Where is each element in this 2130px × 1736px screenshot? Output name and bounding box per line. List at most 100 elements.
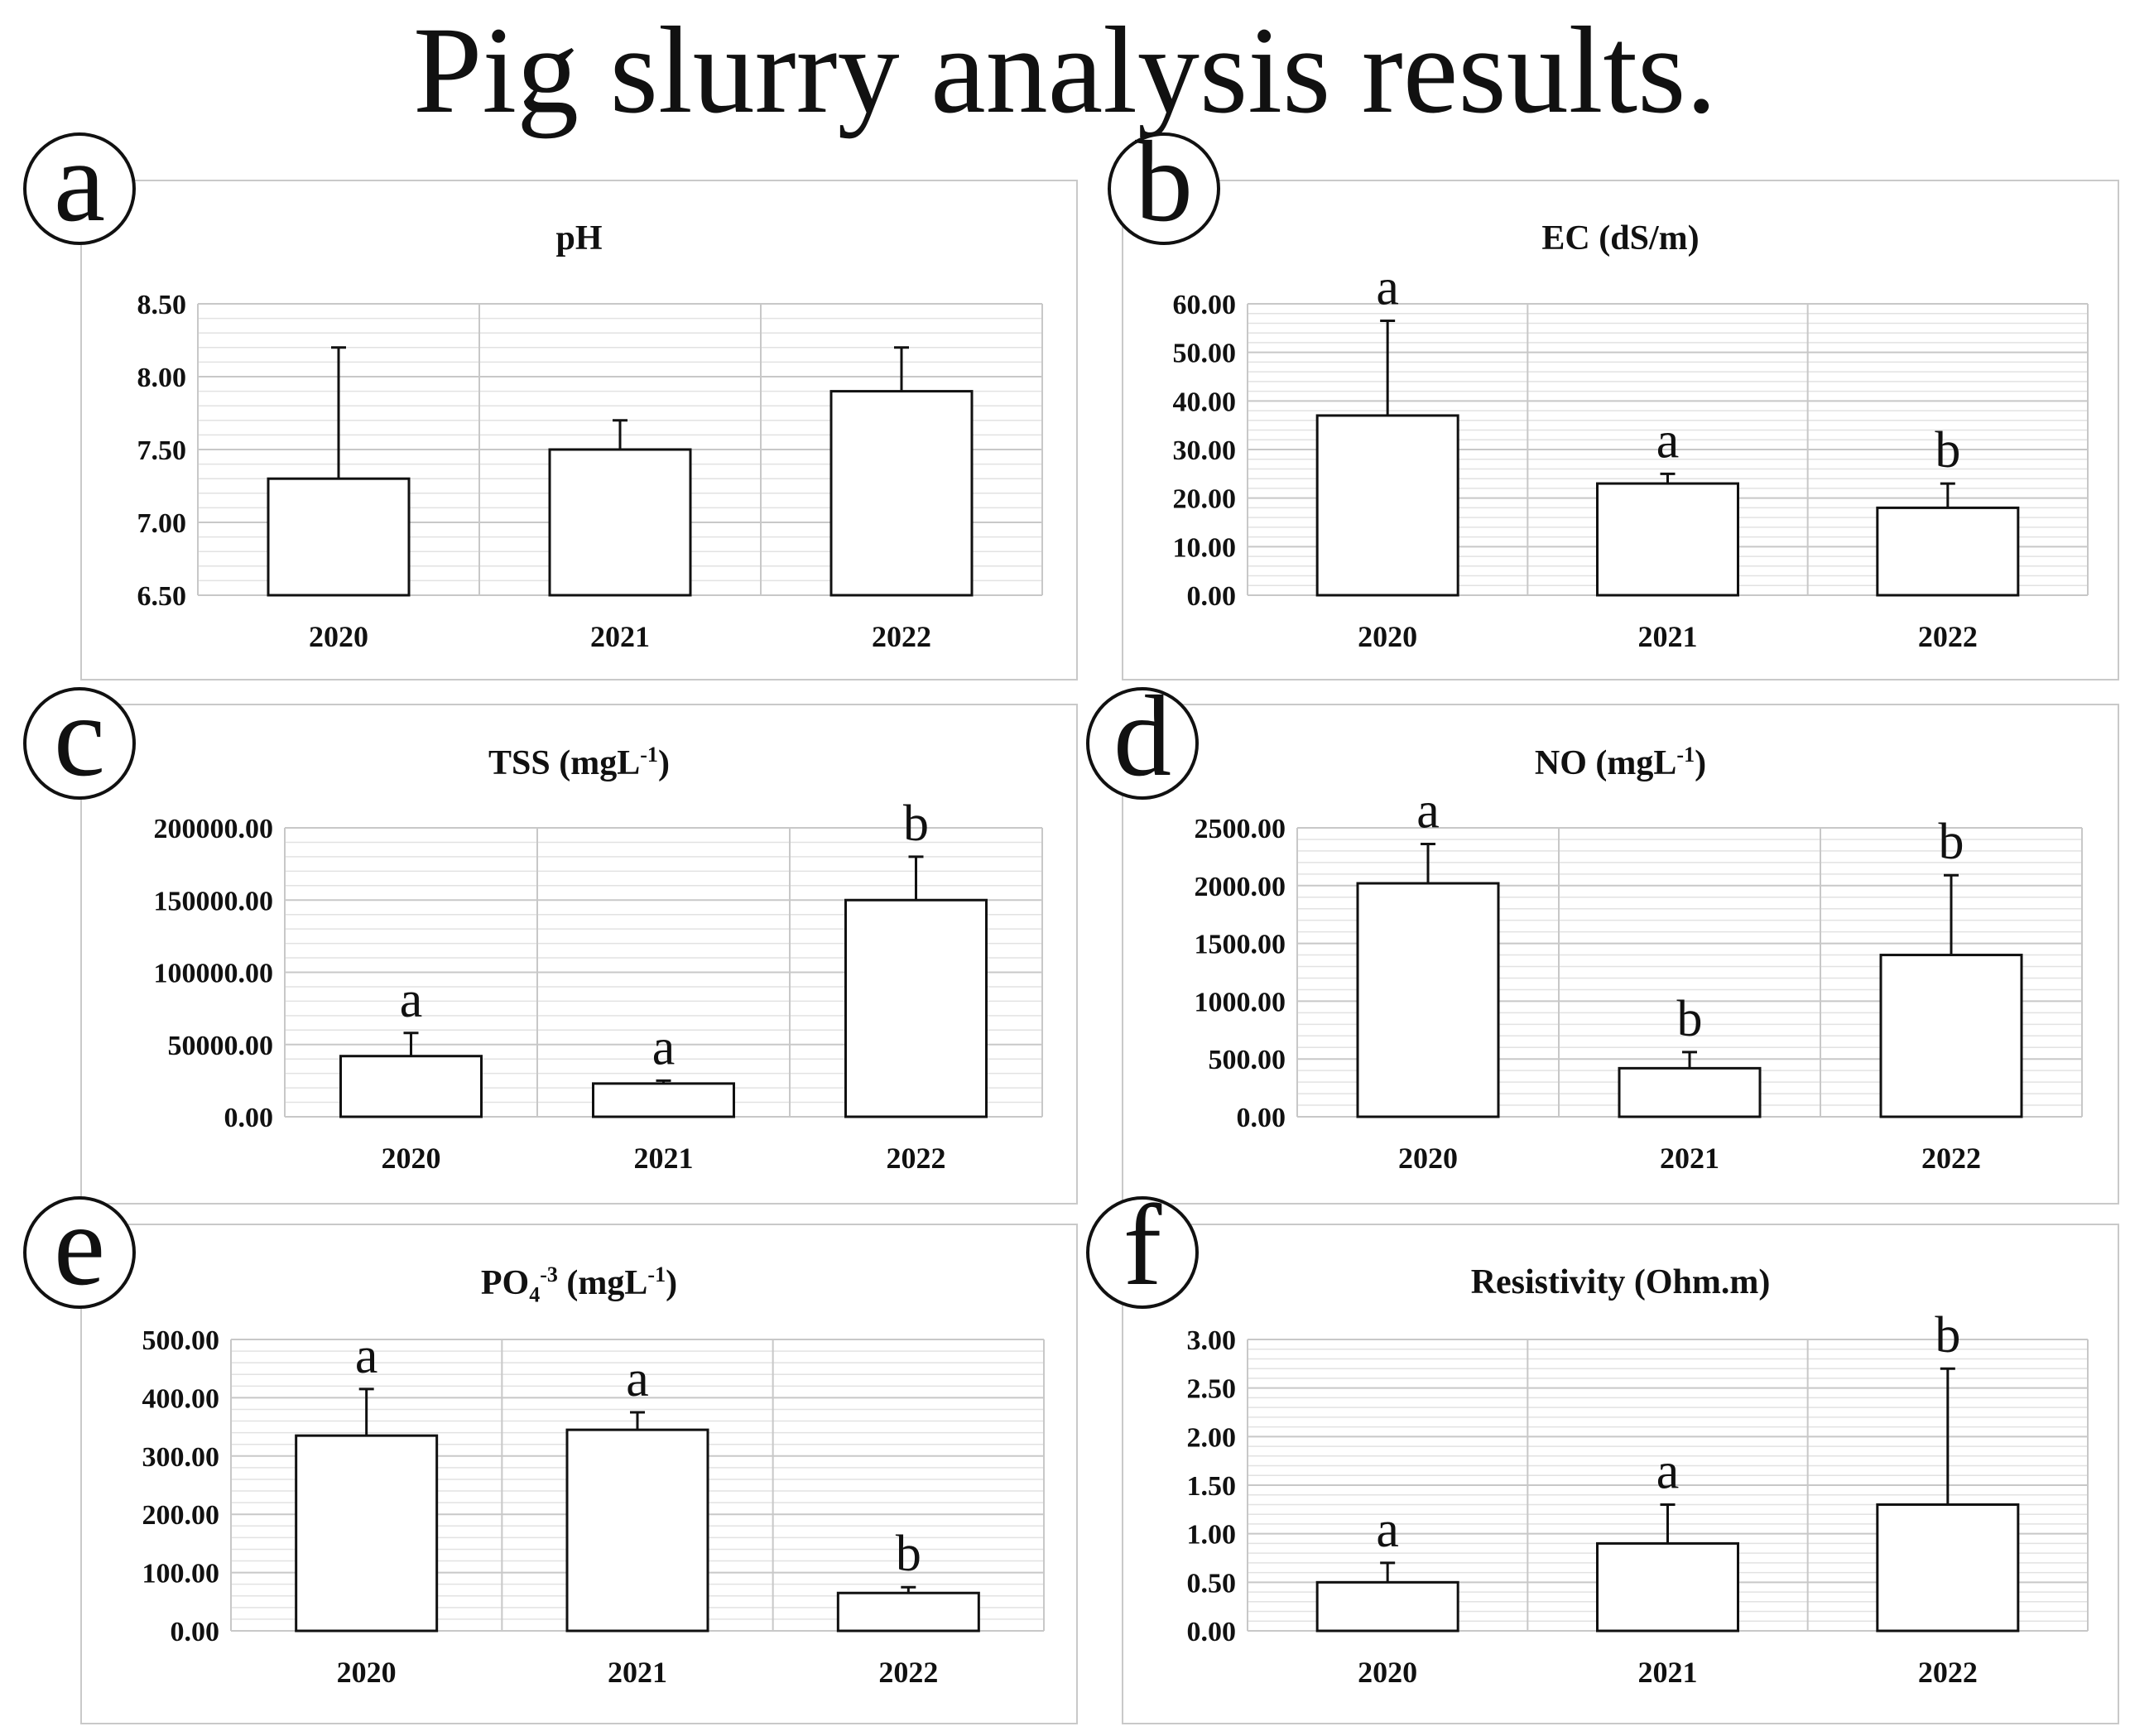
y-tick-label: 500.00 <box>1209 1045 1286 1075</box>
x-tick-label: 2020 <box>1358 1656 1417 1689</box>
significance-letter: a <box>652 1019 676 1075</box>
y-tick-label: 0.00 <box>1187 581 1237 612</box>
significance-letter: a <box>355 1328 378 1384</box>
y-tick-label: 300.00 <box>142 1442 220 1473</box>
x-tick-label: 2021 <box>590 620 650 653</box>
bar <box>1356 882 1500 1118</box>
y-tick-label: 50000.00 <box>168 1031 274 1061</box>
bar <box>1596 482 1739 597</box>
panel-letter-c: c <box>23 679 136 800</box>
y-tick-label: 0.00 <box>224 1103 274 1133</box>
x-tick-label: 2021 <box>1638 1656 1698 1689</box>
y-tick-label: 10.00 <box>1173 532 1237 563</box>
y-tick-label: 50.00 <box>1173 339 1237 369</box>
bar <box>592 1082 735 1118</box>
bar <box>1315 1580 1459 1633</box>
significance-letter: a <box>400 972 423 1028</box>
chart-title-sup: -1 <box>640 743 658 767</box>
y-tick-label: 1.00 <box>1187 1520 1237 1551</box>
chart-title-b: EC (dS/m) <box>1123 219 2118 258</box>
y-tick-label: 2500.00 <box>1195 814 1286 844</box>
y-tick-label: 0.50 <box>1187 1568 1237 1599</box>
chart-title-sub: 4 <box>529 1282 541 1307</box>
panel-letter-e: e <box>23 1188 136 1309</box>
x-tick-label: 2022 <box>1918 1656 1978 1689</box>
bar <box>339 1055 483 1118</box>
chart-title-sup2: -1 <box>647 1262 666 1286</box>
significance-letter: b <box>1939 814 1964 870</box>
y-tick-label: 1500.00 <box>1195 930 1286 960</box>
y-tick-label: 6.50 <box>137 581 187 612</box>
x-tick-label: 2021 <box>1660 1142 1719 1175</box>
panel-e: PO4-3 (mgL-1) 0.00 100.00 200.00 300.00 400.… <box>80 1224 1078 1724</box>
chart-title-end: ) <box>657 744 670 782</box>
y-tick-label: 500.00 <box>142 1325 220 1356</box>
x-tick-label: 2020 <box>309 620 368 653</box>
panel-letter-a: a <box>23 124 136 245</box>
x-tick-label: 2022 <box>1918 620 1978 653</box>
y-tick-label: 2.00 <box>1187 1422 1237 1453</box>
chart-title-text: TSS (mgL <box>488 744 641 782</box>
chart-title-end2: ) <box>666 1264 678 1302</box>
bar-chart-d: 0.00 500.00 1000.00 1500.00 2000.00 2500.00 a 2… <box>1195 783 2083 1175</box>
y-tick-label: 1.50 <box>1187 1471 1237 1502</box>
x-tick-label: 2022 <box>872 620 931 653</box>
bar <box>844 898 988 1118</box>
significance-letter: a <box>1376 260 1399 316</box>
bar-chart-a: 6.50 7.00 7.50 8.00 8.50 2020 2021 2022 <box>137 290 1043 653</box>
y-tick-label: 40.00 <box>1173 387 1237 417</box>
bar <box>1879 954 2023 1118</box>
significance-letter: b <box>896 1526 921 1582</box>
y-tick-label: 100.00 <box>142 1559 220 1589</box>
x-tick-label: 2022 <box>878 1656 938 1689</box>
y-tick-label: 8.50 <box>137 290 187 320</box>
chart-title-text: EC (dS/m) <box>1541 219 1700 257</box>
chart-title-text: PO <box>480 1264 530 1302</box>
bar <box>1618 1066 1762 1118</box>
x-tick-label: 2021 <box>634 1142 694 1175</box>
y-tick-label: 20.00 <box>1173 484 1237 515</box>
y-tick-label: 0.00 <box>1237 1103 1286 1133</box>
chart-title-d: NO (mgL-1) <box>1123 743 2118 783</box>
y-tick-label: 400.00 <box>142 1383 220 1414</box>
x-tick-label: 2020 <box>1398 1142 1458 1175</box>
bar-chart-b: 0.00 10.00 20.00 30.00 40.00 50.00 60.00 a 2020 a… <box>1173 260 2089 653</box>
y-tick-label: 150000.00 <box>154 886 274 916</box>
bar <box>267 477 411 597</box>
bar-chart-e: 0.00 100.00 200.00 300.00 400.00 500.00 a 2020 a… <box>142 1325 1045 1689</box>
significance-letter: b <box>1677 991 1703 1047</box>
chart-title-sup: -1 <box>1676 743 1695 767</box>
x-tick-label: 2020 <box>337 1656 397 1689</box>
chart-title-end: (mgL <box>557 1264 648 1302</box>
panel-b: EC (dS/m) 0.00 10.00 20.00 30.00 40.00 50.00 6… <box>1122 180 2119 680</box>
significance-letter: a <box>1376 1502 1399 1558</box>
chart-title-e: PO4-3 (mgL-1) <box>82 1262 1076 1307</box>
significance-letter: b <box>1935 422 1960 478</box>
bar <box>1596 1541 1739 1633</box>
panel-letter-b: b <box>1108 124 1220 245</box>
y-tick-label: 60.00 <box>1173 290 1237 320</box>
x-tick-label: 2021 <box>1638 620 1698 653</box>
bar <box>1315 414 1459 597</box>
bar <box>1876 1503 2020 1633</box>
panel-letter-d: d <box>1086 679 1199 800</box>
y-tick-label: 8.00 <box>137 363 187 393</box>
y-tick-label: 7.50 <box>137 435 187 466</box>
significance-letter: a <box>1656 412 1680 469</box>
significance-letter: a <box>1656 1443 1680 1499</box>
y-tick-label: 1000.00 <box>1195 987 1286 1017</box>
chart-title-sup: -3 <box>540 1262 558 1286</box>
bar <box>829 390 974 597</box>
significance-letter: b <box>903 796 929 852</box>
x-tick-label: 2020 <box>382 1142 441 1175</box>
y-tick-label: 2000.00 <box>1195 872 1286 902</box>
x-tick-label: 2022 <box>1921 1142 1981 1175</box>
chart-title-text: Resistivity (Ohm.m) <box>1470 1263 1771 1301</box>
chart-title-a: pH <box>82 219 1076 258</box>
bar <box>548 448 692 597</box>
bar <box>1876 506 2020 597</box>
x-tick-label: 2020 <box>1358 620 1417 653</box>
significance-letter: a <box>1416 783 1440 839</box>
panel-f: Resistivity (Ohm.m) 0.00 0.50 1.00 1.50 2.00… <box>1122 1224 2119 1724</box>
y-tick-label: 0.00 <box>1187 1617 1237 1647</box>
